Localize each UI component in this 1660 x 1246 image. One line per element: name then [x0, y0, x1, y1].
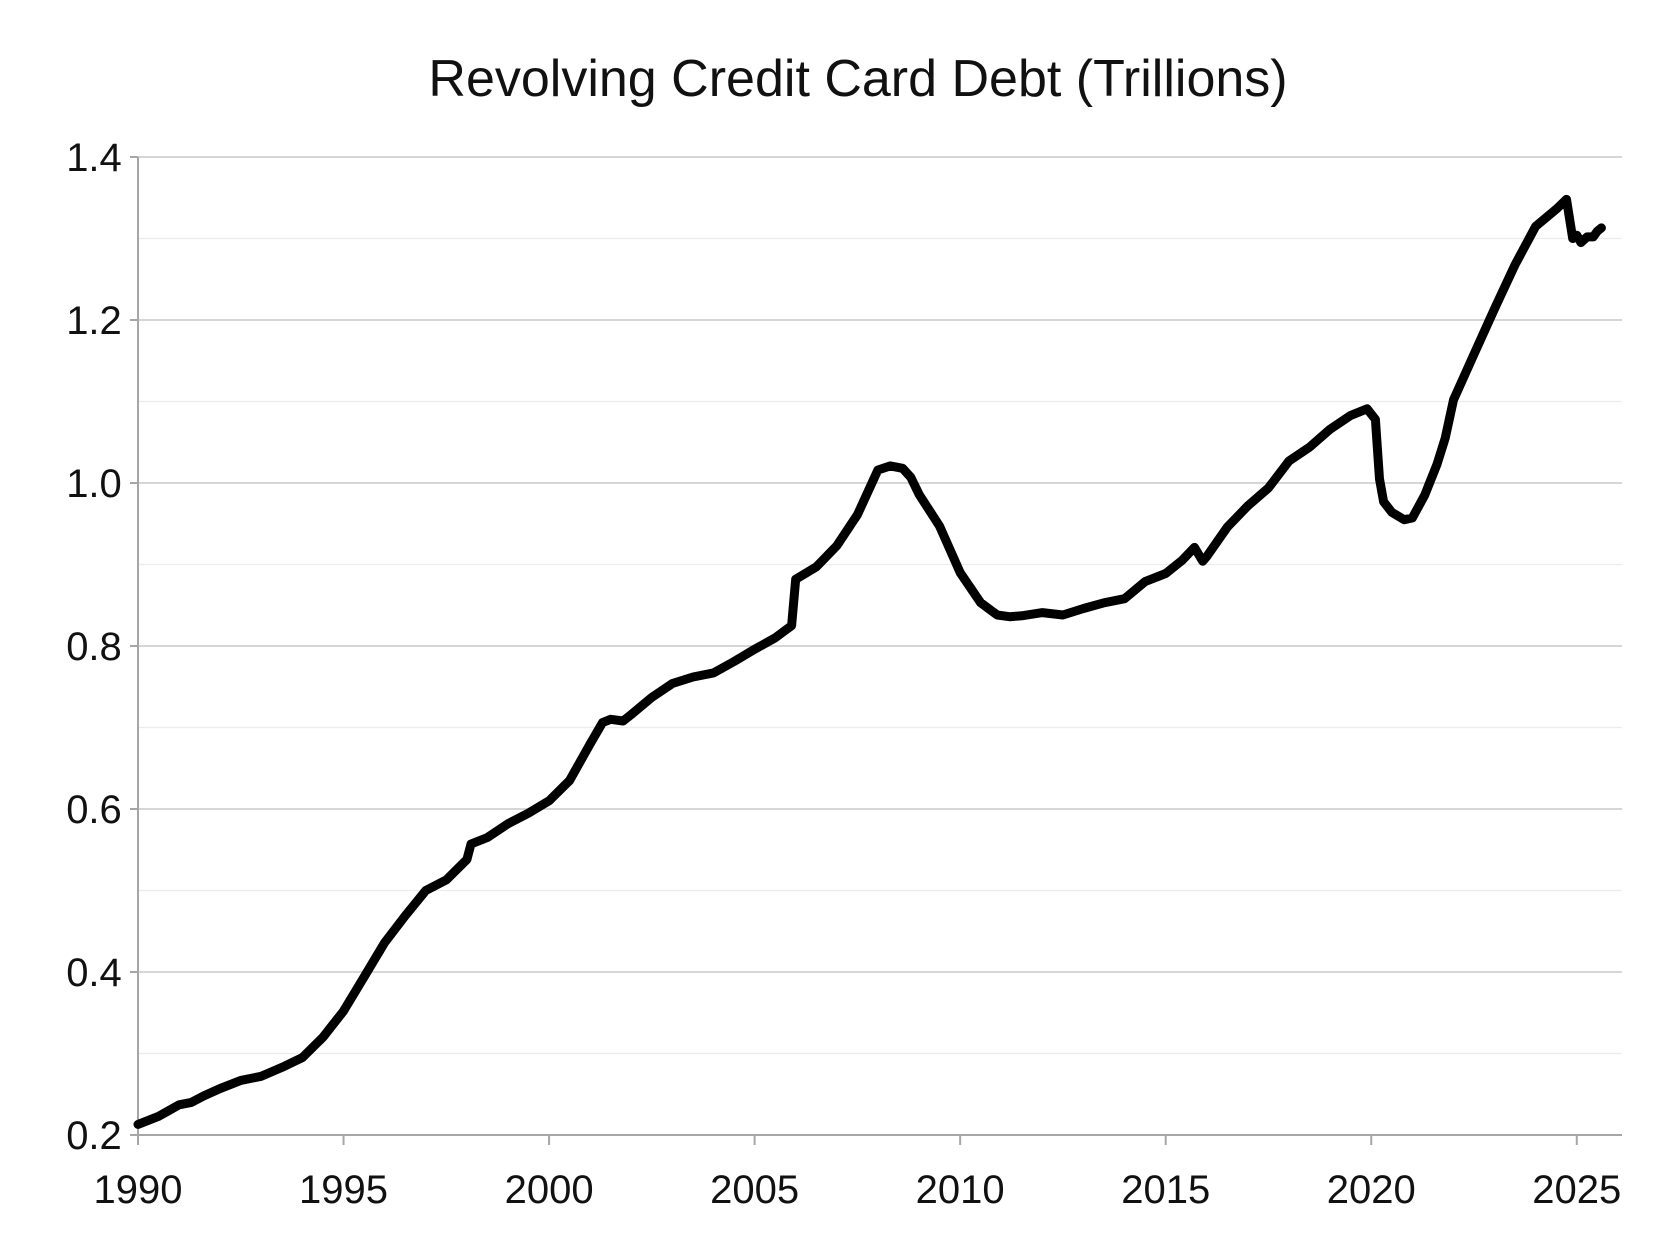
x-tick-label: 1995 [299, 1168, 388, 1212]
y-tick-label: 0.6 [66, 788, 122, 832]
y-tick-label: 1.0 [66, 462, 122, 506]
x-tick-label: 2015 [1121, 1168, 1210, 1212]
x-tick-label: 2025 [1532, 1168, 1621, 1212]
major-gridlines [138, 156, 1622, 973]
x-tick-label: 2010 [916, 1168, 1005, 1212]
x-tick-label: 2020 [1327, 1168, 1416, 1212]
x-tick-label: 2005 [710, 1168, 799, 1212]
y-tick-label: 0.8 [66, 625, 122, 669]
axes [130, 156, 1622, 1145]
series-line [133, 194, 1606, 1129]
chart-title: Revolving Credit Card Debt (Trillions) [428, 50, 1287, 108]
y-tick-label: 1.4 [66, 136, 122, 180]
y-tick-label: 0.4 [66, 951, 122, 995]
x-tick-label: 1990 [94, 1168, 183, 1212]
y-tick-label: 1.2 [66, 299, 122, 343]
series-layer [133, 194, 1606, 1129]
minor-gridlines [138, 237, 1622, 1055]
x-axis-tick-labels: 1990 1995 2000 2005 2010 2015 2020 2025 [94, 1168, 1622, 1212]
x-tick-label: 2000 [505, 1168, 594, 1212]
y-axis-tick-labels: 0.2 0.4 0.6 0.8 1.0 1.2 1.4 [66, 136, 122, 1158]
y-tick-label: 0.2 [66, 1114, 122, 1158]
